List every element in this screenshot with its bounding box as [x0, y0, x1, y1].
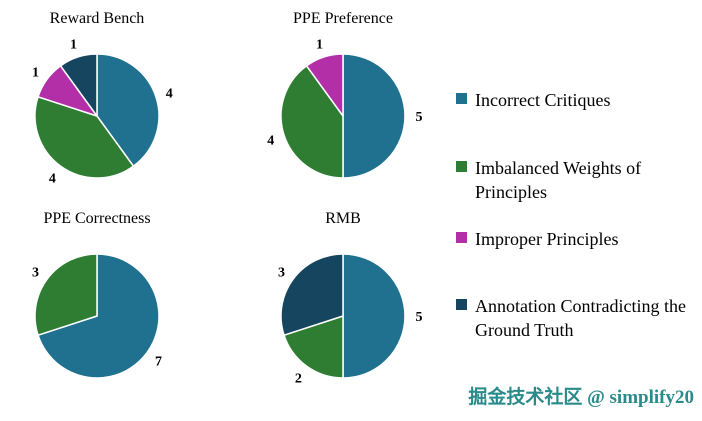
chart-rmb: RMB 5 2 3 — [248, 208, 438, 402]
legend-swatch-improper-principles — [456, 232, 467, 243]
legend-swatch-incorrect-critiques — [456, 93, 467, 104]
pie-slice — [342, 253, 406, 379]
chart-title-ppe-preference: PPE Preference — [293, 10, 393, 27]
pie-slice — [34, 253, 98, 336]
pie-ppe-correctness: 73 — [32, 253, 162, 379]
slice-value-label: 1 — [32, 65, 39, 80]
slice-value-label: 4 — [49, 171, 56, 186]
legend-item-annotation-contradicting: Annotation Contradicting the Ground Trut… — [456, 294, 690, 343]
watermark: 掘金技术社区 @ simplify20 — [468, 387, 694, 408]
slice-value-label: 1 — [316, 38, 323, 53]
legend-label-improper-principles: Improper Principles — [475, 229, 619, 249]
pie-slice — [34, 96, 135, 179]
legend-label-imbalanced-weights: Imbalanced Weights of Principles — [475, 158, 642, 203]
pie-slice — [96, 53, 160, 167]
legend: Incorrect Critiques Imbalanced Weights o… — [456, 0, 702, 421]
pie-ppe-preference: 5 4 1 — [267, 38, 423, 179]
slice-value-label: 1 — [70, 38, 77, 53]
pie-slice — [283, 315, 344, 379]
slice-value-label: 3 — [32, 265, 39, 280]
legend-label-incorrect-critiques: Incorrect Critiques — [475, 90, 611, 110]
slice-value-label: 3 — [278, 265, 285, 280]
legend-item-incorrect-critiques: Incorrect Critiques — [456, 88, 690, 112]
chart-ppe-preference: PPE Preference 5 4 1 — [248, 8, 438, 202]
chart-title-rmb: RMB — [325, 210, 361, 227]
slice-value-label: 4 — [166, 87, 173, 102]
legend-swatch-imbalanced-weights — [456, 161, 467, 172]
pie-slice — [59, 53, 98, 117]
pie-slice — [342, 53, 406, 179]
chart-title-reward-bench: Reward Bench — [49, 10, 145, 27]
slice-value-label: 5 — [416, 110, 423, 125]
chart-title-ppe-correctness: PPE Correctness — [43, 210, 151, 227]
legend-swatch-annotation-contradicting — [456, 299, 467, 310]
legend-label-annotation-contradicting: Annotation Contradicting the Ground Trut… — [475, 296, 686, 341]
slice-value-label: 2 — [295, 371, 302, 386]
pie-slice — [280, 253, 344, 336]
pie-reward-bench: 4 4 1 1 — [32, 38, 173, 187]
slice-value-label: 7 — [155, 355, 162, 370]
legend-item-improper-principles: Improper Principles — [456, 227, 690, 251]
slice-value-label: 4 — [267, 133, 274, 148]
legend-item-imbalanced-weights: Imbalanced Weights of Principles — [456, 156, 690, 205]
slice-value-label: 5 — [416, 310, 423, 325]
chart-reward-bench: Reward Bench 4 4 1 1 — [2, 8, 192, 202]
pie-rmb: 5 2 3 — [278, 253, 423, 386]
pie-slice — [37, 253, 160, 379]
pie-slice — [305, 53, 344, 117]
pie-slice — [280, 65, 344, 179]
